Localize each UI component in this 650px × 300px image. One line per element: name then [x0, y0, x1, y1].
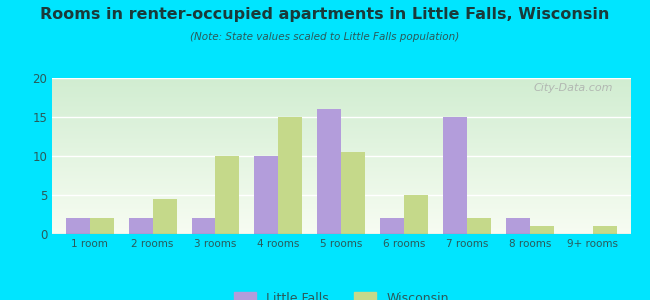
Bar [129, 218, 153, 234]
Bar [593, 226, 617, 234]
Text: Rooms in renter-occupied apartments in Little Falls, Wisconsin: Rooms in renter-occupied apartments in L… [40, 8, 610, 22]
Text: (Note: State values scaled to Little Falls population): (Note: State values scaled to Little Fal… [190, 32, 460, 41]
Bar [255, 156, 278, 234]
Bar [530, 226, 554, 234]
Bar [380, 218, 404, 234]
Bar [467, 218, 491, 234]
Bar [317, 109, 341, 234]
Bar [341, 152, 365, 234]
Bar [278, 117, 302, 234]
Bar [506, 218, 530, 234]
Bar [443, 117, 467, 234]
Text: City-Data.com: City-Data.com [534, 83, 613, 93]
Legend: Little Falls, Wisconsin: Little Falls, Wisconsin [229, 287, 454, 300]
Bar [216, 156, 239, 234]
Bar [153, 199, 177, 234]
Bar [404, 195, 428, 234]
Bar [66, 218, 90, 234]
Bar [90, 218, 114, 234]
Bar [192, 218, 216, 234]
